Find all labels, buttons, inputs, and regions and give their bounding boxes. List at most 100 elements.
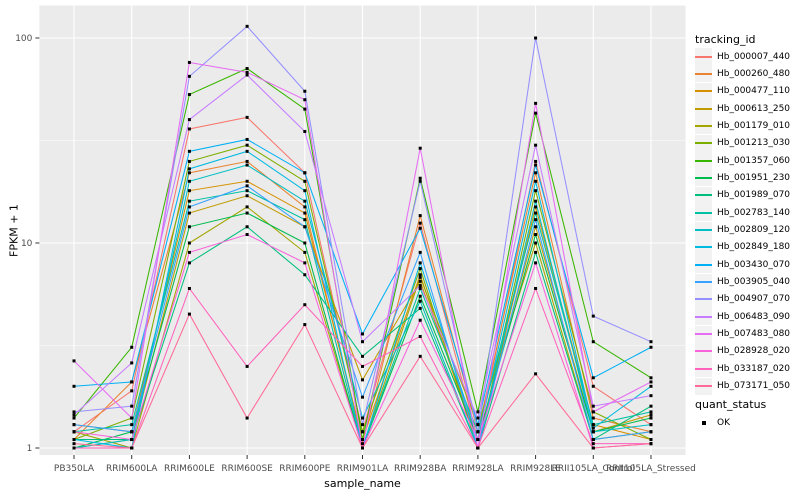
legend-title-quant-status: quant_status bbox=[695, 398, 767, 411]
legend-item-label: Hb_001213_030 bbox=[717, 138, 791, 149]
data-point bbox=[245, 225, 249, 229]
data-point bbox=[245, 179, 249, 183]
data-point bbox=[534, 171, 538, 175]
data-point bbox=[418, 226, 422, 230]
data-point bbox=[418, 286, 422, 290]
data-point bbox=[187, 118, 191, 122]
y-tick-label: 10 bbox=[21, 239, 33, 249]
legend-key-swatch bbox=[695, 186, 712, 204]
x-axis-title: sample_name bbox=[324, 477, 401, 490]
data-point bbox=[591, 426, 595, 430]
data-point bbox=[361, 354, 364, 358]
legend-key-swatch bbox=[695, 152, 712, 170]
data-point bbox=[130, 345, 134, 349]
legend-item-label: Hb_073171_050 bbox=[717, 381, 791, 392]
legend-key-swatch bbox=[695, 360, 712, 378]
data-point bbox=[418, 354, 422, 358]
legend-item-label: Hb_001989_070 bbox=[717, 190, 791, 201]
data-point bbox=[187, 93, 191, 97]
legend-line-icon bbox=[695, 385, 712, 388]
data-point bbox=[187, 261, 191, 265]
data-point bbox=[130, 438, 134, 442]
legend-key-swatch bbox=[695, 134, 712, 152]
data-point bbox=[534, 143, 538, 147]
data-point bbox=[187, 179, 191, 183]
data-point bbox=[187, 74, 191, 78]
legend-line-icon bbox=[695, 229, 712, 231]
data-point bbox=[130, 380, 134, 384]
data-point bbox=[245, 115, 249, 119]
legend-item-Hb_033187_020: Hb_033187_020 bbox=[695, 360, 791, 378]
data-point bbox=[534, 163, 538, 167]
data-point bbox=[418, 146, 422, 150]
data-point bbox=[187, 241, 191, 245]
data-point bbox=[130, 404, 134, 408]
legend-line-icon bbox=[695, 194, 712, 197]
legend-line-icon bbox=[695, 350, 712, 353]
legend-key-swatch bbox=[695, 308, 712, 326]
data-point bbox=[534, 286, 538, 290]
data-point bbox=[476, 423, 480, 427]
data-point bbox=[476, 446, 480, 450]
data-point bbox=[303, 323, 307, 327]
legend-key-swatch bbox=[695, 82, 712, 100]
data-point bbox=[534, 372, 538, 376]
data-point bbox=[361, 416, 364, 420]
data-point bbox=[418, 261, 422, 265]
legend-key-swatch bbox=[695, 256, 712, 274]
x-tick-label: PB350LA bbox=[54, 464, 95, 474]
data-point bbox=[649, 394, 653, 398]
legend-line-icon bbox=[695, 263, 712, 266]
legend-item-label: Hb_000477_110 bbox=[717, 86, 791, 97]
x-tick-label: RRIM928BA bbox=[394, 464, 447, 474]
data-point bbox=[245, 70, 249, 74]
data-point bbox=[303, 199, 307, 203]
data-point bbox=[130, 361, 134, 365]
legend-key-swatch bbox=[695, 117, 712, 135]
ok-square-marker-icon bbox=[701, 420, 706, 425]
legend-item-Hb_000477_110: Hb_000477_110 bbox=[695, 82, 791, 100]
data-point bbox=[361, 442, 364, 446]
x-tick-label: RRIM600LA bbox=[106, 464, 158, 474]
data-point bbox=[303, 303, 307, 307]
data-point bbox=[649, 376, 653, 380]
data-point bbox=[476, 430, 480, 434]
data-point bbox=[303, 211, 307, 215]
data-point bbox=[418, 176, 422, 180]
data-point bbox=[72, 413, 76, 417]
data-point bbox=[245, 137, 249, 141]
legend-item-Hb_001357_060: Hb_001357_060 bbox=[695, 152, 790, 170]
legend-item-Hb_001213_030: Hb_001213_030 bbox=[695, 134, 791, 152]
data-point bbox=[187, 159, 191, 163]
data-point bbox=[361, 430, 364, 434]
data-point bbox=[187, 250, 191, 254]
legend-item-Hb_001989_070: Hb_001989_070 bbox=[695, 186, 791, 204]
data-point bbox=[534, 211, 538, 215]
legend-item-Hb_002783_140: Hb_002783_140 bbox=[695, 204, 790, 222]
data-point bbox=[72, 430, 76, 434]
data-point bbox=[361, 446, 364, 450]
data-point bbox=[591, 416, 595, 420]
legend-key-swatch bbox=[695, 342, 712, 360]
legend-item-label: Hb_001951_230 bbox=[717, 172, 791, 183]
legend-key-swatch bbox=[695, 290, 712, 308]
data-point bbox=[303, 261, 307, 265]
data-point bbox=[187, 199, 191, 203]
legend-item-label: Hb_033187_020 bbox=[717, 363, 791, 374]
x-tick-label: RRIM600SE bbox=[221, 464, 273, 474]
legend-line-icon bbox=[695, 315, 712, 318]
legend-line-icon bbox=[695, 298, 712, 301]
data-point bbox=[534, 199, 538, 203]
legend-item-Hb_003430_070: Hb_003430_070 bbox=[695, 256, 791, 274]
data-point bbox=[72, 384, 76, 388]
legend-item-Hb_003905_040: Hb_003905_040 bbox=[695, 273, 791, 291]
legend-item-label: Hb_003905_040 bbox=[717, 277, 791, 288]
legend-item-label: Hb_003430_070 bbox=[717, 259, 791, 270]
data-point bbox=[187, 189, 191, 193]
data-point bbox=[476, 438, 480, 442]
data-point bbox=[649, 423, 653, 427]
data-point bbox=[187, 211, 191, 215]
legend-item-label: Hb_000613_250 bbox=[717, 103, 791, 114]
legend-item-Hb_006483_090: Hb_006483_090 bbox=[695, 308, 790, 326]
